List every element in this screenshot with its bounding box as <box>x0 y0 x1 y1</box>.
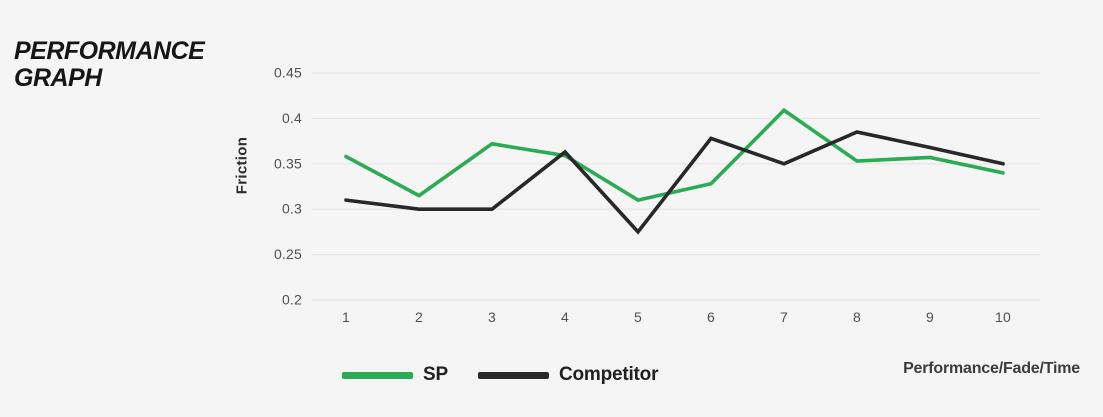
page-title-line2: GRAPH <box>14 64 102 92</box>
y-tick-label: 0.25 <box>274 246 302 262</box>
y-tick-label: 0.3 <box>282 201 302 217</box>
x-tick-label: 6 <box>707 309 715 325</box>
x-tick-label: 3 <box>488 309 496 325</box>
legend-label-sp: SP <box>423 364 448 385</box>
x-tick-label: 4 <box>561 309 569 325</box>
x-tick-label: 10 <box>995 309 1011 325</box>
x-axis-footer-label: Performance/Fade/Time <box>903 360 1080 377</box>
y-tick-label: 0.2 <box>282 292 302 308</box>
y-tick-label: 0.35 <box>274 155 302 171</box>
legend-item-sp: SP <box>342 364 448 386</box>
legend-swatch-competitor <box>477 371 549 379</box>
legend-item-competitor: Competitor <box>477 364 659 386</box>
page-title: PERFORMANCE GRAPH <box>14 37 205 92</box>
series-line-sp <box>344 107 1005 203</box>
x-tick-label: 8 <box>853 309 861 325</box>
legend-label-competitor: Competitor <box>558 364 659 385</box>
series-line-competitor <box>344 130 1005 235</box>
chart-legend: SP Competitor <box>342 364 688 386</box>
x-tick-label: 5 <box>634 309 642 325</box>
x-tick-label: 1 <box>342 309 350 325</box>
page-title-line1: PERFORMANCE <box>14 37 205 65</box>
legend-swatch-sp <box>342 371 413 379</box>
y-tick-label: 0.45 <box>274 65 302 81</box>
x-tick-label: 9 <box>926 309 934 325</box>
x-tick-label: 7 <box>780 309 788 325</box>
y-tick-label: 0.4 <box>282 110 302 126</box>
x-tick-label: 2 <box>415 309 423 325</box>
